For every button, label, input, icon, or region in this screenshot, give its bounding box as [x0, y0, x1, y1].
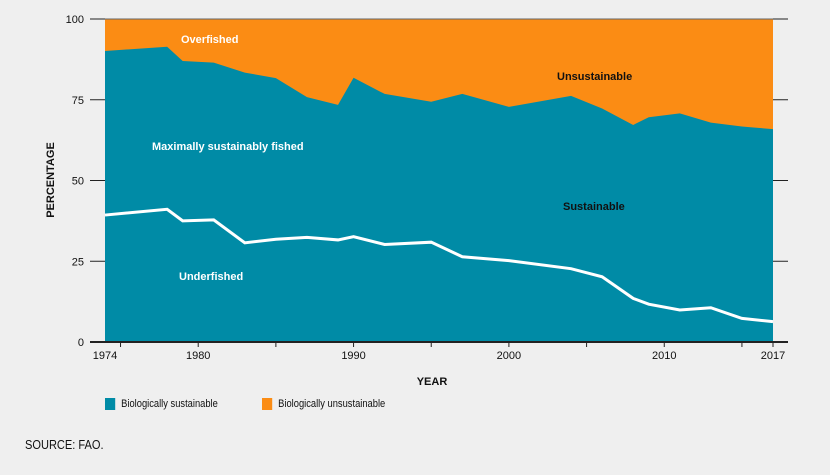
x-tick-label-2017: 2017	[761, 350, 785, 362]
annotation-underfished: Underfished	[179, 271, 243, 283]
legend-label-unsustainable: Biologically unsustainable	[278, 398, 386, 410]
annotation-maximally-sustainably-fished: Maximally sustainably fished	[152, 141, 304, 153]
y-axis-label: PERCENTAGE	[45, 142, 57, 218]
y-tick-label-0: 0	[78, 337, 84, 349]
source-note: SOURCE: FAO.	[25, 437, 104, 452]
area-biologically-sustainable	[105, 46, 773, 342]
annotation-unsustainable: Unsustainable	[557, 71, 632, 83]
y-tick-label-50: 50	[72, 176, 84, 188]
y-tick-label-75: 75	[72, 95, 84, 107]
x-tick-label-1990: 1990	[341, 350, 365, 362]
legend-label-sustainable: Biologically sustainable	[121, 398, 218, 410]
y-tick-label-25: 25	[72, 256, 84, 268]
annotation-sustainable: Sustainable	[563, 201, 625, 213]
x-tick-label-2000: 2000	[497, 350, 521, 362]
legend-item-sustainable: Biologically sustainable	[105, 398, 218, 410]
x-tick-label-1974: 1974	[93, 350, 117, 362]
y-tick-label-100: 100	[66, 14, 84, 26]
x-tick-label-2010: 2010	[652, 350, 676, 362]
x-tick-label-1980: 1980	[186, 350, 210, 362]
legend-item-unsustainable: Biologically unsustainable	[262, 398, 385, 410]
legend-swatch-unsustainable	[262, 398, 273, 410]
legend-swatch-sustainable	[105, 398, 116, 410]
x-axis-label: YEAR	[417, 376, 448, 388]
underfished-boundary-line	[104, 207, 774, 324]
annotation-overfished: Overfished	[181, 34, 238, 46]
